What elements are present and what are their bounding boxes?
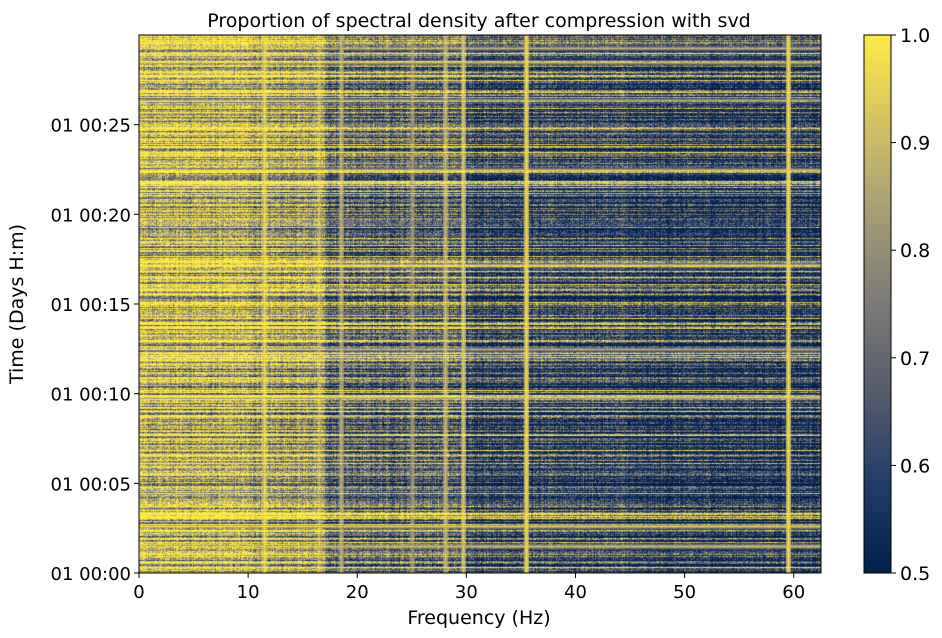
y-tick-label: 01 00:20 (51, 205, 132, 226)
y-tick-label: 01 00:15 (51, 295, 132, 316)
colorbar: 0.5 0.6 0.7 0.8 0.9 1.0 (863, 25, 930, 585)
colorbar-ticks: 0.5 0.6 0.7 0.8 0.9 1.0 (891, 25, 930, 585)
x-tick-label: 40 (564, 582, 587, 603)
y-tick-label: 01 00:10 (51, 385, 132, 406)
colorbar-tick-label: 0.5 (900, 563, 930, 585)
colorbar-tick-label: 1.0 (900, 25, 930, 47)
colorbar-tick-label: 0.7 (900, 348, 930, 370)
heatmap-canvas (139, 35, 821, 573)
x-tick-label: 30 (455, 582, 478, 603)
x-tick-label: 10 (237, 582, 260, 603)
x-tick-label: 20 (346, 582, 369, 603)
y-tick-label: 01 00:00 (51, 564, 132, 585)
x-tick-label: 50 (673, 582, 696, 603)
colorbar-tick-label: 0.9 (900, 133, 930, 155)
x-axis: 0 10 20 30 40 50 60 (133, 573, 805, 603)
y-tick-label: 01 00:25 (51, 116, 132, 137)
x-tick-label: 0 (133, 582, 144, 603)
y-axis: 01 00:00 01 00:05 01 00:10 01 00:15 01 00:20… (51, 116, 139, 585)
colorbar-tick-label: 0.6 (900, 455, 930, 477)
heatmap-area (138, 34, 822, 574)
x-axis-label: Frequency (Hz) (407, 607, 550, 629)
colorbar-tick-label: 0.8 (900, 240, 930, 262)
colorbar-gradient (863, 34, 892, 574)
y-tick-label: 01 00:05 (51, 474, 132, 495)
chart-title: Proportion of spectral density after com… (207, 10, 751, 32)
x-tick-label: 60 (782, 582, 805, 603)
y-axis-label: Time (Days H:m) (6, 224, 28, 385)
